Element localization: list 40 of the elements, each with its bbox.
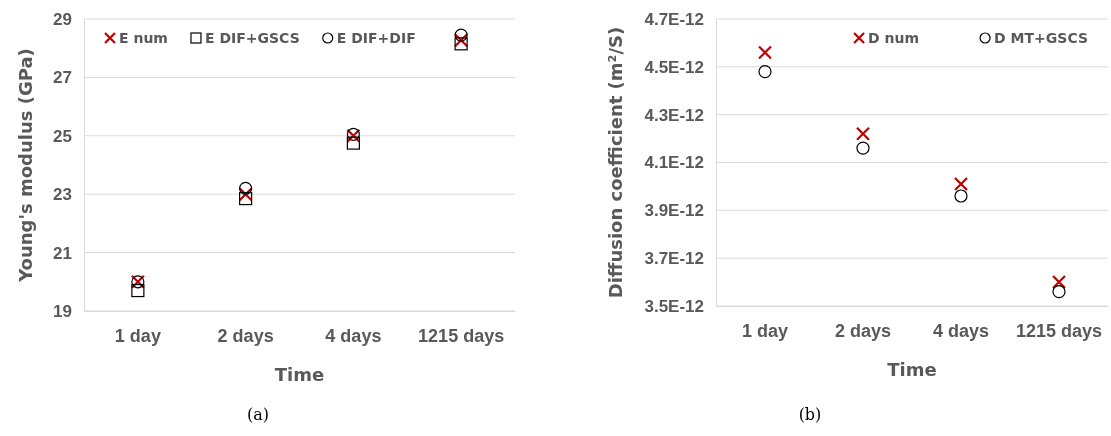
point	[239, 181, 253, 195]
y-tick-label: 4.5E-12	[644, 57, 704, 77]
y-tick-label: 3.7E-12	[644, 249, 704, 269]
y-tick-label: 3.9E-12	[644, 201, 704, 221]
text: (b)	[798, 405, 822, 424]
x-tick-label: 2 days	[834, 320, 892, 341]
x-axis-title: Time	[887, 359, 937, 380]
y-axis-title: Diffusion coefficient (m²/S)	[605, 26, 626, 299]
point	[454, 37, 468, 51]
text: (a)	[246, 405, 270, 424]
x-tick-label: 2 days	[217, 325, 274, 346]
y-tick-label: 4.7E-12	[644, 9, 704, 29]
y-tick-label: 4.3E-12	[644, 105, 704, 125]
point	[131, 283, 145, 298]
legend-label: D MT+GSCS	[994, 30, 1088, 46]
point	[454, 33, 469, 48]
y-tick-label: 19	[53, 301, 72, 321]
y-tick-label: 3.5E-12	[644, 296, 704, 316]
y-tick-label: 4.1E-12	[644, 153, 704, 173]
point	[346, 136, 360, 150]
legend-label: E DIF+DIF	[336, 30, 416, 46]
y-tick-label: 27	[53, 68, 72, 88]
point	[239, 191, 253, 206]
legend-label: D num	[868, 30, 920, 46]
point	[238, 187, 253, 202]
x-tick-label: 1215 days	[418, 325, 505, 346]
x-tick-label: 4 days	[932, 320, 990, 341]
legend-label: E num	[119, 30, 168, 46]
y-axis-title: Young's modulus (GPa)	[15, 48, 36, 283]
y-tick-label: 29	[53, 9, 72, 29]
x-tick-label: 1 day	[114, 325, 161, 346]
y-tick-label: 23	[53, 185, 72, 205]
x-tick-label: 1215 days	[1015, 320, 1103, 341]
x-axis-title: Time	[274, 364, 325, 385]
x-tick-label: 1 day	[741, 320, 789, 341]
y-tick-label: 25	[53, 126, 72, 146]
x-tick-label: 4 days	[325, 325, 382, 346]
y-tick-label: 21	[53, 243, 72, 263]
legend-label: E DIF+GSCS	[204, 30, 300, 46]
point	[454, 28, 468, 42]
